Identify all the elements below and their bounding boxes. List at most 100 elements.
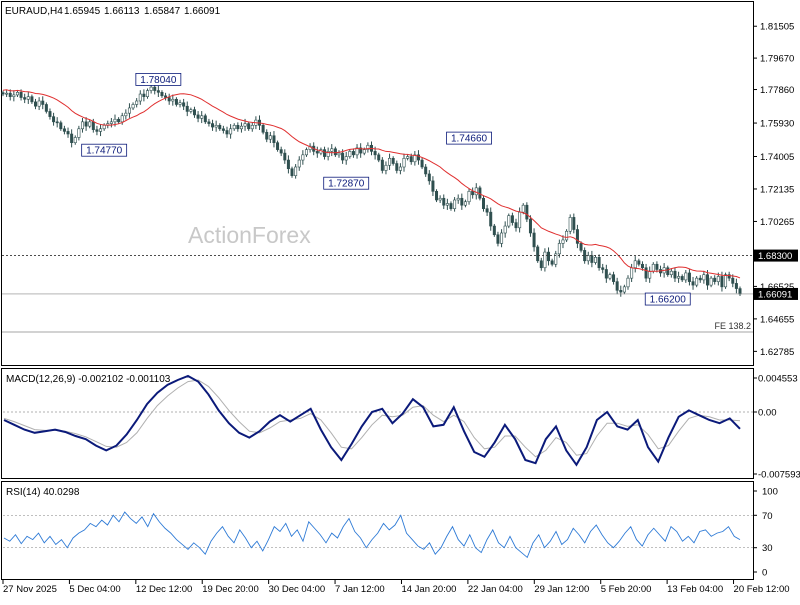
- candle-body: [124, 112, 128, 117]
- candle-body: [286, 159, 290, 170]
- candle-body: [597, 257, 601, 269]
- candle-body: [279, 149, 283, 154]
- candle-body: [12, 94, 16, 97]
- current-price-label: 1.66091: [758, 289, 792, 300]
- candle-body: [239, 125, 243, 130]
- candle-body: [395, 163, 399, 171]
- candle-body: [315, 151, 319, 154]
- candle-body: [539, 260, 543, 269]
- price-axis-label: 1.72135: [760, 184, 794, 195]
- rsi-title: RSI(14) 40.0298: [6, 487, 80, 498]
- candle-body: [362, 149, 366, 154]
- time-axis-label: 29 Jan 12:00: [534, 584, 589, 595]
- candle-body: [724, 274, 728, 288]
- candle-body: [590, 255, 594, 263]
- candle-body: [377, 154, 381, 161]
- candle-body: [579, 243, 583, 251]
- candle-body: [409, 156, 413, 163]
- candle-body: [88, 121, 92, 127]
- ohlc-high: 1.66113: [104, 6, 140, 17]
- candle-body: [261, 125, 265, 133]
- candle-body: [391, 158, 395, 164]
- candle-body: [117, 118, 121, 123]
- candle-body: [196, 114, 200, 119]
- time-axis-label: 5 Feb 20:00: [601, 584, 652, 595]
- candle-body: [651, 263, 655, 272]
- candle-body: [481, 197, 485, 209]
- candle-body: [514, 222, 518, 229]
- candle-body: [341, 152, 345, 161]
- candle-body: [427, 173, 431, 182]
- candle-body: [146, 90, 150, 97]
- candle-body: [95, 129, 99, 132]
- candle-body: [489, 211, 493, 227]
- time-axis-label: 30 Dec 04:00: [269, 584, 326, 595]
- candle-body: [37, 100, 41, 107]
- level-price-label: 1.68300: [758, 251, 792, 262]
- candle-body: [127, 107, 131, 114]
- candle-body: [207, 121, 211, 124]
- candle-body: [568, 217, 572, 232]
- candle-body: [200, 115, 204, 119]
- candle-body: [734, 283, 738, 289]
- candle-body: [44, 104, 48, 112]
- candle-body: [153, 86, 157, 91]
- time-axis-label: 5 Dec 04:00: [69, 584, 120, 595]
- macd-axis-label: 0.00: [758, 408, 777, 419]
- candle-body: [113, 118, 117, 123]
- candle-body: [565, 230, 569, 241]
- candle-body: [337, 152, 341, 156]
- candle-body: [344, 156, 348, 161]
- candle-body: [471, 191, 475, 196]
- candle-body: [727, 274, 731, 279]
- candle-body: [575, 229, 579, 244]
- price-axis-label: 1.74005: [760, 152, 794, 163]
- candle-body: [247, 123, 251, 130]
- candle-body: [492, 225, 496, 236]
- candle-body: [189, 109, 193, 112]
- candle-body: [691, 281, 695, 286]
- moving-average-line: [2, 89, 741, 279]
- price-annotation-box: [644, 292, 691, 306]
- candle-body: [503, 225, 507, 234]
- price-pane: [1, 1, 754, 366]
- watermark: ActionForex: [188, 222, 311, 248]
- price-annotation-label: 1.74770: [86, 146, 123, 157]
- candle-body: [507, 215, 511, 227]
- candle-body: [456, 197, 460, 201]
- candle-body: [102, 125, 106, 130]
- candle-body: [80, 121, 84, 130]
- candle-body: [48, 111, 52, 117]
- candle-body: [709, 277, 713, 286]
- rsi-axis-label: 70: [762, 511, 773, 522]
- candle-body: [272, 135, 276, 143]
- candle-body: [218, 125, 222, 130]
- candle-body: [297, 159, 301, 168]
- candle-body: [182, 102, 186, 107]
- candle-body: [532, 232, 536, 248]
- candle-body: [283, 152, 287, 161]
- candle-body: [192, 109, 196, 116]
- candle-body: [453, 199, 457, 209]
- candle-body: [229, 128, 233, 135]
- candle-body: [460, 197, 464, 206]
- candle-body: [301, 154, 305, 161]
- candle-body: [500, 232, 504, 244]
- candle-body: [91, 121, 95, 130]
- candle-body: [626, 277, 630, 288]
- candle-body: [677, 276, 681, 279]
- macd-signal-line: [3, 379, 741, 458]
- candle-body: [525, 204, 529, 220]
- candle-body: [713, 277, 717, 282]
- candle-body: [15, 92, 19, 96]
- candle-body: [359, 147, 363, 154]
- candle-body: [41, 100, 45, 105]
- candle-body: [265, 131, 269, 140]
- candle-body: [185, 105, 189, 112]
- candle-body: [1, 92, 5, 95]
- candle-body: [294, 166, 298, 176]
- candle-body: [323, 149, 327, 157]
- candle-body: [59, 122, 63, 130]
- candle-body: [550, 260, 554, 265]
